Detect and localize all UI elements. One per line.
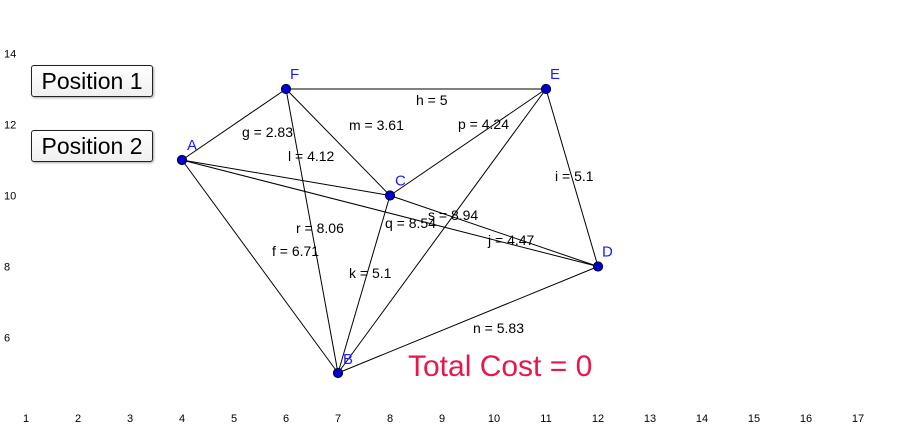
vertex-A[interactable] (176, 154, 188, 166)
vertex-label-E: E (550, 66, 560, 83)
position-1-button[interactable]: Position 1 (31, 65, 153, 97)
edge-label-l: l = 4.12 (288, 148, 335, 164)
x-tick-label: 3 (127, 413, 133, 425)
x-tick-label: 4 (179, 413, 185, 425)
x-tick-label: 16 (800, 413, 812, 425)
vertex-F[interactable] (280, 83, 292, 95)
edge-label-i: i = 5.1 (555, 168, 594, 184)
y-tick-label: 12 (4, 120, 16, 132)
x-tick-label: 14 (696, 413, 708, 425)
x-tick-label: 2 (75, 413, 81, 425)
x-tick-label: 15 (748, 413, 760, 425)
x-tick-label: 17 (852, 413, 864, 425)
edge-label-h: h = 5 (416, 92, 448, 108)
edge-label-m: m = 3.61 (349, 117, 404, 133)
vertex-B[interactable] (332, 367, 344, 379)
vertex-label-A: A (187, 137, 197, 154)
edge-label-n: n = 5.83 (473, 320, 524, 336)
edge-i (545, 88, 599, 267)
total-cost-label: Total Cost = 0 (408, 350, 593, 383)
x-tick-label: 13 (644, 413, 656, 425)
vertex-label-C: C (395, 173, 406, 190)
edge-label-p: p = 4.24 (458, 116, 509, 132)
graph-vertices[interactable] (176, 83, 604, 379)
edge-g (181, 88, 287, 161)
x-tick-label: 6 (283, 413, 289, 425)
edge-label-q: q = 8.54 (385, 215, 436, 231)
vertex-labels: A B C D E F (187, 66, 613, 368)
edge-p (389, 88, 547, 196)
vertex-label-B: B (343, 351, 353, 368)
edge-label-j: j = 4.47 (487, 232, 535, 248)
x-tick-label: 7 (335, 413, 341, 425)
y-tick-label: 6 (4, 333, 10, 345)
edge-f (181, 159, 339, 374)
y-tick-label: 8 (4, 262, 10, 274)
edge-j (389, 195, 599, 267)
x-tick-label: 1 (23, 413, 29, 425)
x-tick-label: 8 (387, 413, 393, 425)
edge-r (285, 88, 339, 374)
edge-l (181, 159, 391, 196)
vertex-D[interactable] (592, 261, 604, 272)
graph-edges (181, 88, 599, 374)
y-tick-label: 10 (4, 191, 16, 203)
y-tick-label: 14 (4, 49, 16, 61)
vertex-E[interactable] (540, 83, 552, 95)
vertex-label-F: F (290, 66, 299, 83)
vertex-C[interactable] (384, 190, 396, 201)
x-tick-label: 5 (231, 413, 237, 425)
position-2-button[interactable]: Position 2 (31, 130, 153, 162)
edge-s (337, 88, 547, 374)
edge-m (285, 88, 391, 196)
edge-label-s: s = 8.94 (428, 207, 478, 223)
edge-label-g: g = 2.83 (242, 124, 293, 140)
edge-k (337, 195, 391, 374)
edge-n (337, 266, 599, 374)
edge-label-r: r = 8.06 (296, 220, 344, 236)
edge-label-k: k = 5.1 (349, 265, 392, 281)
x-tick-label: 9 (439, 413, 445, 425)
x-tick-label: 12 (592, 413, 604, 425)
x-tick-label: 10 (488, 413, 500, 425)
edge-label-f: f = 6.71 (272, 243, 319, 259)
x-tick-label: 11 (540, 413, 551, 425)
vertex-label-D: D (602, 244, 613, 261)
edge-q (181, 159, 599, 267)
edge-labels: f = 6.71 g = 2.83 q = 8.54 h = 5 m = 3.61 r =… (242, 92, 594, 336)
